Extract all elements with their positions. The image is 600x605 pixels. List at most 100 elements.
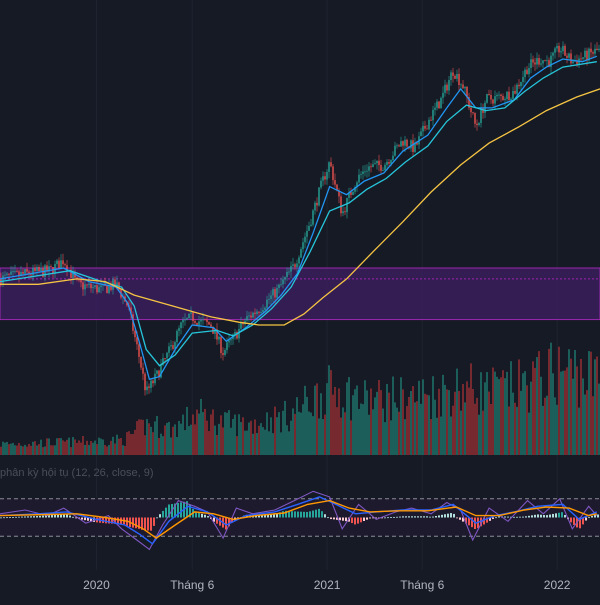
macd-histogram-bar	[525, 516, 527, 518]
volume-bar	[306, 396, 308, 455]
volume-bar	[326, 383, 328, 455]
candle	[476, 123, 478, 126]
candle	[272, 289, 274, 296]
volume-bar	[264, 429, 266, 455]
candle	[326, 171, 328, 180]
macd-histogram-bar	[42, 515, 44, 518]
candle	[114, 279, 116, 286]
candle	[356, 182, 358, 187]
candle	[108, 285, 110, 293]
volume-bar	[200, 398, 202, 455]
ema-fast-line	[0, 55, 598, 381]
macd-histogram-bar	[273, 514, 275, 518]
macd-histogram-bar	[345, 517, 347, 522]
volume-bar	[160, 433, 162, 455]
macd-histogram-bar	[168, 504, 170, 518]
candle	[40, 268, 42, 272]
macd-histogram-bar	[375, 517, 377, 519]
candle	[228, 340, 230, 343]
candle	[110, 285, 112, 290]
candle	[218, 336, 220, 340]
volume-bar	[414, 402, 416, 455]
volume-bar	[518, 359, 520, 455]
candle	[546, 60, 548, 61]
signal-line	[0, 499, 597, 539]
volume-bar	[352, 395, 354, 455]
macd-histogram-bar	[444, 514, 446, 518]
candle	[584, 50, 586, 58]
candle	[254, 312, 256, 314]
candle	[56, 260, 58, 265]
macd-histogram-bar	[321, 511, 323, 518]
candle	[266, 299, 268, 308]
volume-bar	[24, 444, 26, 455]
volume-bar	[238, 414, 240, 455]
volume-bar	[148, 423, 150, 455]
volume-bar	[208, 431, 210, 455]
candle	[150, 380, 152, 388]
macd-histogram-bar	[561, 512, 563, 518]
macd-histogram-bar	[513, 516, 515, 518]
macd-histogram-bar	[549, 514, 551, 518]
volume-bar	[252, 433, 254, 455]
volume-bar	[440, 416, 442, 455]
candle	[568, 53, 570, 58]
volume-bar	[386, 383, 388, 455]
candle	[420, 131, 422, 137]
candle	[498, 94, 500, 96]
candle	[508, 91, 510, 100]
volume-bar	[298, 411, 300, 455]
volume-bar	[596, 356, 598, 455]
candle	[180, 322, 182, 329]
candle	[298, 257, 300, 264]
macd-histogram-bar	[294, 511, 296, 518]
macd-histogram-bar	[156, 517, 158, 519]
volume-bar	[488, 391, 490, 455]
candle	[544, 60, 546, 62]
candle	[376, 160, 378, 164]
macd-pane	[0, 490, 600, 551]
volume-bar	[506, 371, 508, 455]
volume-bar	[162, 436, 164, 455]
volume-bar	[390, 420, 392, 455]
macd-histogram-bar	[435, 516, 437, 518]
volume-bar	[50, 445, 52, 455]
volume-bar	[76, 442, 78, 455]
volume-bar	[184, 430, 186, 455]
candle	[226, 342, 228, 351]
macd-histogram-bar	[537, 514, 539, 518]
candle	[288, 271, 290, 273]
candle	[524, 69, 526, 78]
candle	[206, 319, 208, 323]
candle	[348, 192, 350, 198]
candle	[532, 59, 534, 63]
macd-histogram-bar	[498, 516, 500, 518]
volume-bar	[342, 407, 344, 455]
macd-histogram-bar	[159, 514, 161, 518]
candle	[528, 67, 530, 75]
macd-histogram-bar	[510, 516, 512, 518]
candle	[314, 202, 316, 211]
volume-bar	[222, 427, 224, 455]
macd-histogram-bar	[408, 516, 410, 518]
volume-bar	[10, 443, 12, 455]
volume-bar	[270, 417, 272, 455]
candle	[162, 358, 164, 366]
volume-bar	[290, 420, 292, 455]
volume-bar	[560, 371, 562, 455]
candle	[472, 112, 474, 114]
volume-bar	[206, 420, 208, 455]
macd-histogram-bar	[186, 501, 188, 518]
volume-bar	[272, 433, 274, 455]
macd-histogram-bar	[426, 516, 428, 518]
candle	[364, 171, 366, 173]
macd-histogram-bar	[216, 517, 218, 524]
volume-bar	[490, 404, 492, 455]
candle	[260, 311, 262, 313]
candle	[400, 141, 402, 147]
candle	[502, 96, 504, 101]
macd-histogram-bar	[312, 510, 314, 518]
macd-histogram-bar	[90, 517, 92, 522]
volume-bar	[378, 380, 380, 455]
candle	[370, 166, 372, 168]
